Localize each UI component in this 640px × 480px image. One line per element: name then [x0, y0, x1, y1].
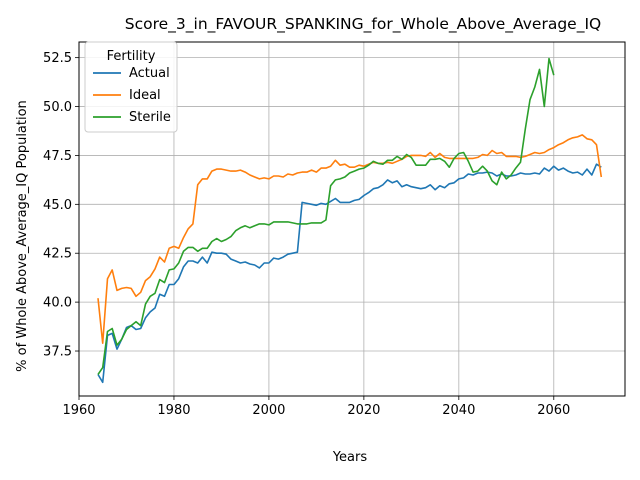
x-tick-label: 2060	[537, 403, 570, 418]
x-tick-label: 1960	[62, 403, 95, 418]
legend-label-ideal: Ideal	[129, 88, 161, 103]
legend-box	[84, 41, 178, 133]
x-tick-label: 2000	[252, 403, 285, 418]
y-tick-label: 47.5	[43, 149, 72, 164]
series-layer	[97, 57, 603, 384]
x-tick-label: 1980	[157, 403, 190, 418]
series-line-sterile	[97, 57, 555, 375]
y-tick-label: 52.5	[43, 51, 72, 66]
legend-label-actual: Actual	[129, 66, 170, 81]
x-tick-label: 2040	[442, 403, 475, 418]
legend-entries: Actual Ideal Sterile	[93, 66, 171, 125]
x-axis-label: Years	[332, 450, 368, 465]
plot-frame	[78, 41, 626, 397]
series-line-ideal	[97, 134, 603, 345]
x-tick-label: 2020	[347, 403, 380, 418]
y-tick-label: 40.0	[43, 296, 72, 311]
y-axis-label: % of Whole Above_Average_IQ Population	[15, 100, 30, 372]
series-line-actual	[97, 163, 602, 384]
legend-title: Fertility	[107, 49, 156, 64]
y-axis-ticks: 37.5 40.0 42.5 45.0 47.5 50.0 52.5	[43, 51, 79, 360]
chart-title: Score_3_in_FAVOUR_SPANKING_for_Whole_Abo…	[125, 15, 601, 34]
y-tick-label: 42.5	[43, 247, 72, 262]
legend-label-sterile: Sterile	[129, 110, 171, 125]
x-axis-ticks: 1960 1980 2000 2020 2040 2060	[62, 396, 570, 418]
y-tick-label: 50.0	[43, 100, 72, 115]
legend: Fertility Actual Ideal Sterile	[84, 41, 178, 133]
y-tick-label: 45.0	[43, 198, 72, 213]
y-tick-label: 37.5	[43, 345, 72, 360]
